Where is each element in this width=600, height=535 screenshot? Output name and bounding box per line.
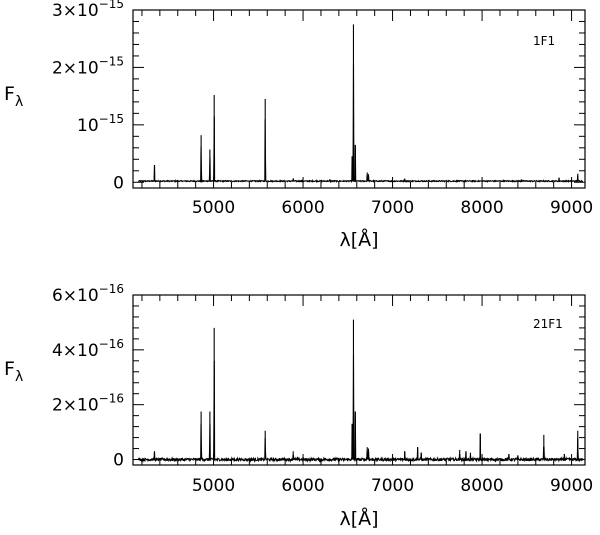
y-tick-label: 0: [113, 173, 124, 193]
spectrum-panel-21F1: 5000 6000 7000 8000 9000 0 2×10−16 4×10−16 6×10−…: [4, 282, 593, 530]
x-tick-label: 6000: [281, 476, 324, 496]
x-tick-label: 7000: [371, 198, 414, 218]
x-tick-label: 8000: [460, 476, 503, 496]
x-tick-label: 8000: [460, 198, 503, 218]
spectrum-line: [137, 63, 583, 184]
x-axis-title: λ[Å]: [339, 228, 378, 251]
plot-frame: [132, 294, 586, 466]
x-tick-label: 5000: [192, 476, 235, 496]
y-axis-title: Fλ: [4, 358, 23, 385]
y-tick-label: 6×10−16: [52, 282, 124, 306]
y-tick-label: 0: [113, 451, 124, 471]
y-tick-label: 4×10−16: [52, 337, 124, 361]
spectrum-line: [138, 354, 584, 464]
spectrum-panel-1F1: 5000 6000 7000 8000 9000 0 10−15 2×10−15 3×10−15…: [4, 0, 593, 251]
y-tick-label: 2×10−15: [52, 54, 124, 78]
x-tick-label: 9000: [550, 198, 593, 218]
y-tick-label: 10−15: [77, 112, 124, 136]
x-tick-label: 5000: [192, 198, 235, 218]
panel-label: 1F1: [533, 34, 555, 48]
x-tick-label: 6000: [281, 198, 324, 218]
x-tick-label: 9000: [550, 476, 593, 496]
plot-frame: [132, 9, 586, 189]
x-axis-title: λ[Å]: [339, 507, 378, 530]
y-axis-title: Fλ: [4, 83, 23, 110]
x-tick-label: 7000: [371, 476, 414, 496]
y-tick-label: 2×10−16: [52, 392, 124, 416]
y-tick-label: 3×10−15: [52, 0, 124, 21]
panel-label: 21F1: [533, 317, 563, 331]
